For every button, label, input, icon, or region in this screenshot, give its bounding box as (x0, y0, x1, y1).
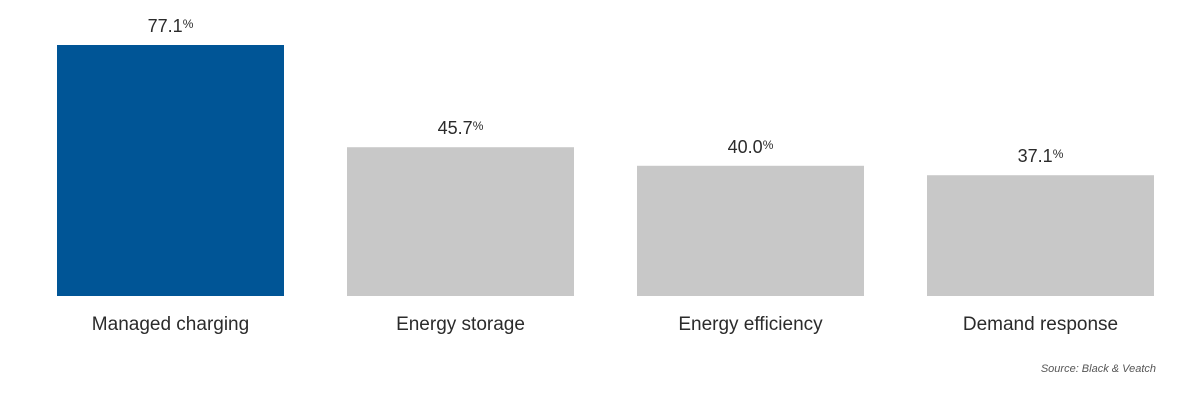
value-labels-group: 77.1% 45.7% 40.0% 37.1% (148, 16, 1064, 166)
category-label-energy-storage: Energy storage (396, 314, 525, 335)
category-label-demand-response: Demand response (963, 314, 1118, 335)
category-label-energy-efficiency: Energy efficiency (678, 314, 823, 335)
bar-energy-storage (347, 147, 574, 296)
value-label-energy-storage: 45.7% (438, 118, 484, 138)
bar-demand-response (927, 175, 1154, 296)
category-labels-group: Managed charging Energy storage Energy eff… (92, 314, 1118, 335)
value-label-managed-charging: 77.1% (148, 16, 194, 36)
bars-group (57, 45, 1154, 296)
source-note: Source: Black & Veatch (1041, 363, 1156, 375)
value-label-energy-efficiency: 40.0% (728, 137, 774, 157)
value-label-demand-response: 37.1% (1018, 146, 1064, 166)
bar-energy-efficiency (637, 165, 864, 296)
bar-managed-charging (57, 45, 284, 296)
category-label-managed-charging: Managed charging (92, 314, 249, 335)
